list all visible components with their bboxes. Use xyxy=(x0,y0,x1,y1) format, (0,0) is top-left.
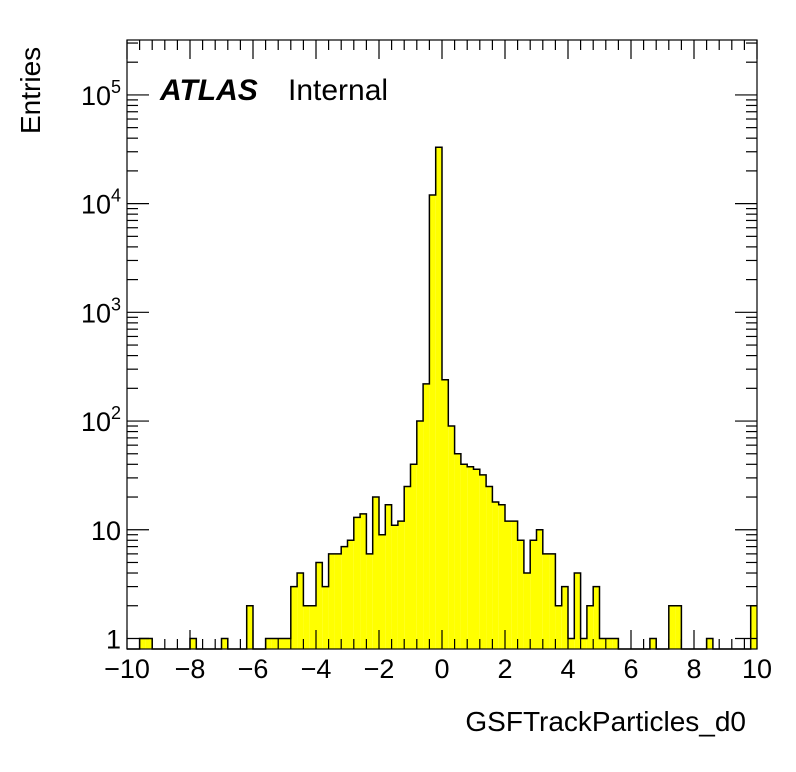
hist-bar xyxy=(448,426,455,649)
hist-bar xyxy=(599,638,606,649)
hist-bar xyxy=(675,605,682,649)
x-tick-label: −8 xyxy=(175,654,206,684)
hist-bar xyxy=(549,553,556,649)
hist-bar xyxy=(435,147,442,650)
hist-bar xyxy=(542,553,550,649)
hist-bar xyxy=(284,638,291,649)
x-tick-label: −10 xyxy=(104,654,150,684)
hist-bar xyxy=(334,553,342,649)
y-tick-label: 10 xyxy=(91,516,121,546)
hist-bar xyxy=(309,605,316,649)
hist-bar xyxy=(454,453,461,649)
x-tick-label: −6 xyxy=(238,654,269,684)
hist-bar xyxy=(341,546,348,649)
hist-bar xyxy=(322,586,329,649)
hist-bar xyxy=(385,504,392,649)
hist-bar xyxy=(580,638,587,649)
hist-bar xyxy=(486,486,493,649)
hist-bar xyxy=(523,573,531,649)
x-tick-labels: −10 −8 −6 −4 −2 0 2 4 6 8 10 xyxy=(104,654,772,684)
hist-bar xyxy=(511,521,518,649)
hist-bar xyxy=(423,383,430,649)
hist-bar xyxy=(668,605,676,649)
hist-bar xyxy=(190,638,197,649)
x-tick-label: 8 xyxy=(686,654,701,684)
hist-bar xyxy=(366,553,373,649)
hist-bar xyxy=(750,605,757,649)
hist-bar xyxy=(360,513,367,649)
hist-bar xyxy=(145,638,153,649)
x-tick-label: 6 xyxy=(623,654,638,684)
hist-bar xyxy=(271,638,279,649)
histogram-bars xyxy=(127,146,757,650)
hist-bar xyxy=(530,540,537,649)
hist-bar xyxy=(479,474,487,649)
y-tick-label: 103 xyxy=(81,294,121,328)
hist-bar xyxy=(265,638,272,649)
x-tick-label: 2 xyxy=(497,654,512,684)
hist-bar xyxy=(316,562,323,649)
hist-bar xyxy=(706,638,713,649)
y-tick-label: 105 xyxy=(81,77,121,111)
hist-bar xyxy=(410,464,417,649)
x-tick-label: 0 xyxy=(434,654,449,684)
x-axis-title: GSFTrackParticles_d0 xyxy=(465,706,746,737)
y-axis-title: Entries xyxy=(15,47,46,134)
y-tick-label: 1 xyxy=(106,624,121,654)
hist-bar xyxy=(460,464,468,649)
hist-bar xyxy=(473,469,480,649)
hist-bar xyxy=(605,638,613,649)
hist-bar xyxy=(568,638,575,649)
internal-label: Internal xyxy=(288,74,388,107)
hist-bar xyxy=(303,605,310,649)
hist-bar xyxy=(555,605,562,649)
hist-bar xyxy=(391,525,398,649)
y-tick-label: 102 xyxy=(81,403,121,437)
hist-bar xyxy=(561,586,568,649)
hist-bar xyxy=(593,586,600,649)
y-tick-label: 104 xyxy=(81,186,121,220)
hist-bar xyxy=(586,605,594,649)
hist-bar xyxy=(297,573,304,649)
hist-bar xyxy=(612,638,619,649)
hist-bar xyxy=(649,638,657,649)
hist-bar xyxy=(442,379,449,649)
x-tick-label: −4 xyxy=(301,654,332,684)
hist-bar xyxy=(536,529,543,649)
hist-bar xyxy=(416,421,424,649)
atlas-label: ATLAS xyxy=(159,74,258,107)
x-tick-label: 4 xyxy=(560,654,575,684)
hist-bar xyxy=(139,638,146,649)
hist-bar xyxy=(404,486,411,649)
hist-bar xyxy=(379,534,386,649)
x-tick-label: 10 xyxy=(742,654,772,684)
hist-bar xyxy=(347,540,354,649)
hist-bar xyxy=(397,521,405,649)
hist-bar xyxy=(505,521,512,649)
axis-ticks xyxy=(126,40,758,649)
hist-bar xyxy=(328,553,335,649)
hist-bar xyxy=(467,466,474,649)
hist-bar xyxy=(353,517,361,649)
hist-bar xyxy=(574,573,581,649)
hist-bar xyxy=(221,638,228,649)
hist-bar xyxy=(372,497,379,649)
x-tick-label: −2 xyxy=(364,654,395,684)
hist-bar xyxy=(498,504,505,649)
hist-bar xyxy=(290,586,298,649)
hist-bar xyxy=(429,195,436,649)
hist-bar xyxy=(278,638,285,649)
hist-bar xyxy=(246,605,253,649)
y-tick-labels: 1 10 102 103 104 105 xyxy=(81,77,121,655)
hist-bar xyxy=(492,502,499,649)
hist-bar xyxy=(517,540,524,649)
